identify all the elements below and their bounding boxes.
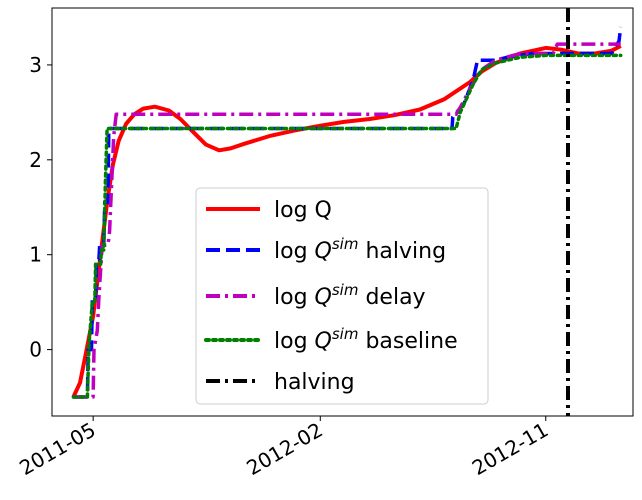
y-tick-label: 1	[29, 243, 42, 267]
legend-label-delay: log Qsim delay	[274, 281, 426, 310]
series-line-delay	[73, 42, 621, 399]
plot-area	[71, 8, 623, 416]
y-tick-label: 0	[29, 338, 42, 362]
legend-label-logQ: log Q	[274, 198, 332, 223]
plot-frame	[51, 7, 634, 417]
y-tick-label: 2	[29, 148, 42, 172]
legend-label-halving: log Qsim halving	[274, 235, 446, 264]
legend-box	[195, 187, 489, 405]
legend-label-baseline: log Qsim baseline	[274, 325, 458, 354]
y-tick-label: 3	[29, 53, 42, 77]
legend: log Q log Qsim halving log Qsim delay log Q…	[195, 187, 489, 405]
series-line-baseline	[71, 53, 623, 399]
legend-label-halving_line: halving	[274, 370, 355, 395]
